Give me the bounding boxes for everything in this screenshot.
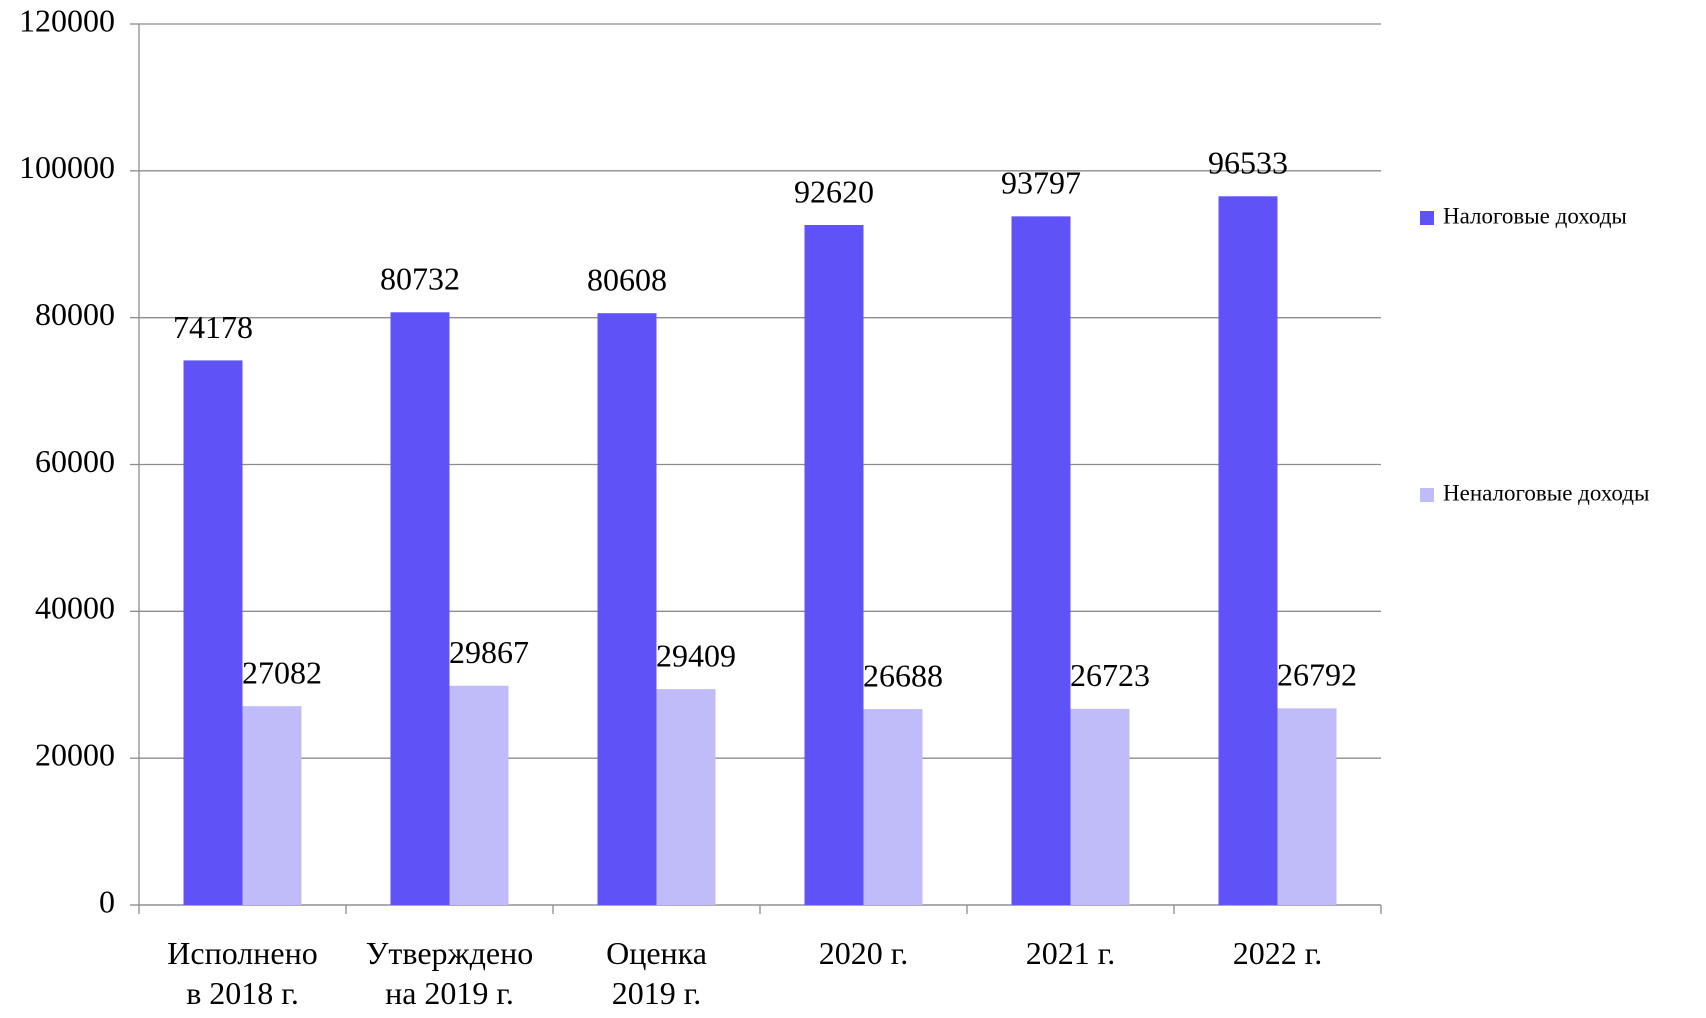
bar xyxy=(242,706,302,905)
bar xyxy=(183,360,243,905)
bar xyxy=(449,685,509,905)
data-label: 26723 xyxy=(1070,657,1150,693)
legend-swatch xyxy=(1420,211,1434,225)
bar xyxy=(804,225,864,905)
data-label: 26688 xyxy=(863,657,943,693)
legend-swatch xyxy=(1420,488,1434,502)
x-tick-label: 2022 г. xyxy=(1232,935,1323,971)
x-tick-label: Утверждено на 2019 г. xyxy=(365,935,534,1011)
bar xyxy=(390,312,450,905)
x-tick-label: Исполнено в 2018 г. xyxy=(167,935,318,1011)
data-label: 29867 xyxy=(449,634,529,670)
y-tick-label: 120000 xyxy=(19,2,115,38)
bar xyxy=(1011,216,1071,906)
x-tick-label: Оценка 2019 г. xyxy=(606,935,707,1011)
data-label: 26792 xyxy=(1277,657,1357,693)
bar xyxy=(1070,708,1130,905)
data-label: 80732 xyxy=(380,261,460,297)
bar xyxy=(656,689,716,905)
bar xyxy=(1277,708,1337,905)
data-label: 93797 xyxy=(1001,165,1081,201)
bar xyxy=(597,313,657,905)
legend-label: Налоговые доходы xyxy=(1443,203,1627,228)
y-tick-label: 60000 xyxy=(35,443,115,479)
data-label: 92620 xyxy=(794,173,874,209)
data-label: 80608 xyxy=(587,262,667,298)
data-label: 96533 xyxy=(1208,145,1288,181)
data-label: 27082 xyxy=(242,655,322,691)
bar xyxy=(863,709,923,905)
x-tick-label: 2021 г. xyxy=(1025,935,1116,971)
y-tick-label: 0 xyxy=(99,883,115,919)
bar xyxy=(1218,196,1278,906)
y-tick-label: 80000 xyxy=(35,296,115,332)
y-tick-label: 20000 xyxy=(35,737,115,773)
data-label: 29409 xyxy=(656,637,736,673)
x-tick-label: 2020 г. xyxy=(818,935,909,971)
y-tick-label: 40000 xyxy=(35,590,115,626)
y-tick-label: 100000 xyxy=(19,149,115,185)
data-label: 74178 xyxy=(173,309,253,345)
legend-label: Неналоговые доходы xyxy=(1443,480,1649,505)
